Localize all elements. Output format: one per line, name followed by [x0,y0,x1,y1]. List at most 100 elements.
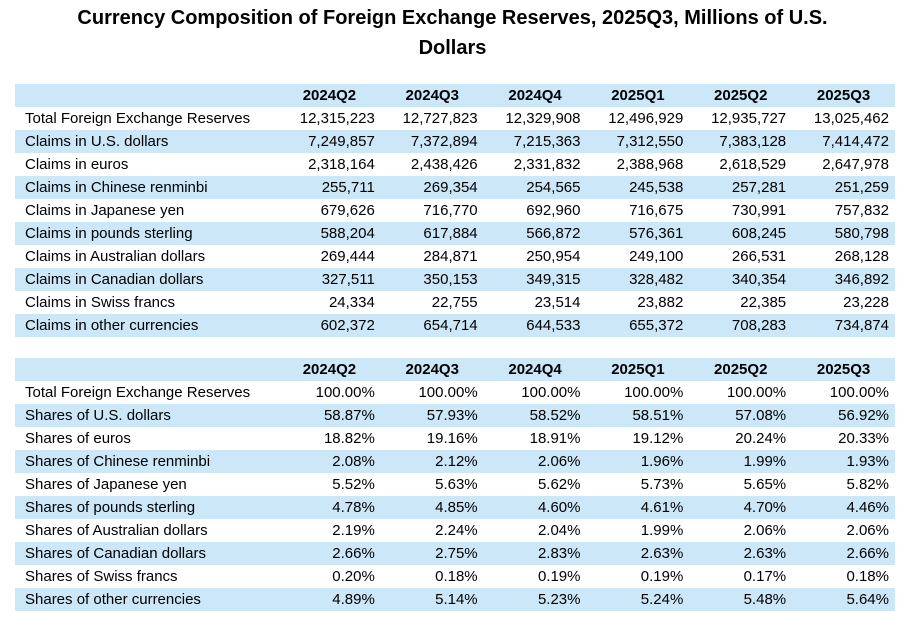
value-cell: 2.63% [743,545,787,562]
value-cell: 5.52% [332,476,375,493]
table-row: Total Foreign Exchange Reserves 12,315,22… [15,107,895,130]
value-cell: 5.73% [640,476,684,493]
value-cell: 566,872 [526,225,581,242]
value-cell: 20.24% [735,430,787,447]
value-cell: 327,511 [321,271,375,288]
value-cell: 19.12% [632,430,684,447]
value-cell: 57.93% [426,407,478,424]
value-cell: 12,329,908 [505,110,581,127]
shares-table-body: Total Foreign Exchange Reserves 100.00% 10… [15,381,895,611]
row-label: Shares of pounds sterling [25,499,196,516]
value-cell: 100.00% [418,384,478,401]
row-label: Claims in Swiss francs [25,294,176,311]
value-cell: 254,565 [526,179,581,196]
value-cell: 679,626 [320,202,375,219]
value-cell: 2,331,832 [513,156,581,173]
value-cell: 7,383,128 [719,133,787,150]
value-cell: 2.19% [332,522,375,539]
value-cell: 2.08% [332,453,375,470]
value-cell: 19.16% [426,430,478,447]
shares-percent-table: 2024Q2 2024Q3 2024Q4 2025Q1 2025Q2 2025Q3 Tot… [15,358,895,611]
table-row: Claims in other currencies 602,372 654,714… [15,314,895,337]
value-cell: 269,444 [320,248,375,265]
value-cell: 4.78% [332,499,375,516]
row-label: Shares of Chinese renminbi [25,453,211,470]
value-cell: 13,025,462 [813,110,889,127]
value-cell: 4.85% [435,499,478,516]
value-cell: 0.18% [846,568,889,585]
value-cell: 5.64% [846,591,889,608]
column-header-quarter: 2024Q4 [508,87,562,104]
value-cell: 251,259 [834,179,889,196]
table-row: Shares of U.S. dollars 58.87% 57.93% 58.52%… [15,404,895,427]
value-cell: 7,215,363 [513,133,581,150]
value-cell: 2.63% [640,545,684,562]
column-header-quarter: 2024Q3 [405,361,459,378]
value-cell: 24,334 [328,294,375,311]
value-cell: 349,315 [526,271,581,288]
corner-cell [15,358,278,381]
value-cell: 56.92% [838,407,889,424]
value-cell: 7,312,550 [616,133,684,150]
value-cell: 580,798 [834,225,889,242]
claims-table-body: Total Foreign Exchange Reserves 12,315,22… [15,107,895,337]
page-title: Currency Composition of Foreign Exchange… [0,3,905,63]
value-cell: 608,245 [731,225,787,242]
row-label: Claims in euros [25,156,129,173]
column-header-quarter: 2024Q2 [302,87,357,104]
table-row: Shares of Canadian dollars 2.66% 2.75% 2.83… [15,542,895,565]
value-cell: 2.06% [846,522,889,539]
table-row: Shares of euros 18.82% 19.16% 18.91% 19.12% 2… [15,427,895,450]
table-row: Shares of Swiss francs 0.20% 0.18% 0.19% 0.1… [15,565,895,588]
table-row: Shares of Australian dollars 2.19% 2.24% 2.… [15,519,895,542]
value-cell: 7,249,857 [308,133,375,150]
column-header-quarter: 2024Q2 [302,361,357,378]
table-row: Shares of pounds sterling 4.78% 4.85% 4.60%… [15,496,895,519]
value-cell: 716,770 [423,202,478,219]
value-cell: 12,315,223 [299,110,375,127]
value-cell: 0.20% [332,568,375,585]
value-cell: 5.48% [743,591,787,608]
value-cell: 654,714 [423,317,478,334]
table-row: Claims in Chinese renminbi 255,711 269,354… [15,176,895,199]
table-row: Shares of Chinese renminbi 2.08% 2.12% 2.06… [15,450,895,473]
value-cell: 20.33% [838,430,889,447]
row-label: Claims in Japanese yen [25,202,185,219]
value-cell: 602,372 [320,317,375,334]
value-cell: 100.00% [315,384,375,401]
value-cell: 617,884 [423,225,478,242]
value-cell: 708,283 [731,317,787,334]
value-cell: 0.17% [743,568,787,585]
value-cell: 100.00% [521,384,581,401]
value-cell: 1.93% [846,453,889,470]
value-cell: 23,514 [534,294,581,311]
value-cell: 23,882 [637,294,684,311]
value-cell: 2.04% [537,522,581,539]
row-label: Claims in Australian dollars [25,248,206,265]
value-cell: 346,892 [834,271,889,288]
row-label: Claims in Chinese renminbi [25,179,208,196]
value-cell: 0.19% [537,568,581,585]
row-label: Claims in U.S. dollars [25,133,169,150]
value-cell: 12,727,823 [402,110,478,127]
claims-millions-table: 2024Q2 2024Q3 2024Q4 2025Q1 2025Q2 2025Q3 Tot… [15,84,895,337]
table-row: Claims in Australian dollars 269,444 284,8… [15,245,895,268]
value-cell: 5.14% [435,591,478,608]
value-cell: 269,354 [423,179,478,196]
column-header-quarter: 2024Q4 [508,361,562,378]
value-cell: 58.51% [632,407,684,424]
row-label: Claims in other currencies [25,317,199,334]
value-cell: 692,960 [526,202,581,219]
value-cell: 250,954 [526,248,581,265]
row-label: Shares of Australian dollars [25,522,208,539]
value-cell: 644,533 [526,317,581,334]
table-row: Claims in U.S. dollars 7,249,857 7,372,894… [15,130,895,153]
value-cell: 0.19% [640,568,684,585]
page-title-line2: Dollars [418,37,487,59]
row-label: Shares of Japanese yen [25,476,187,493]
value-cell: 12,935,727 [711,110,787,127]
row-label: Total Foreign Exchange Reserves [25,384,251,401]
value-cell: 18.91% [529,430,581,447]
value-cell: 245,538 [629,179,684,196]
